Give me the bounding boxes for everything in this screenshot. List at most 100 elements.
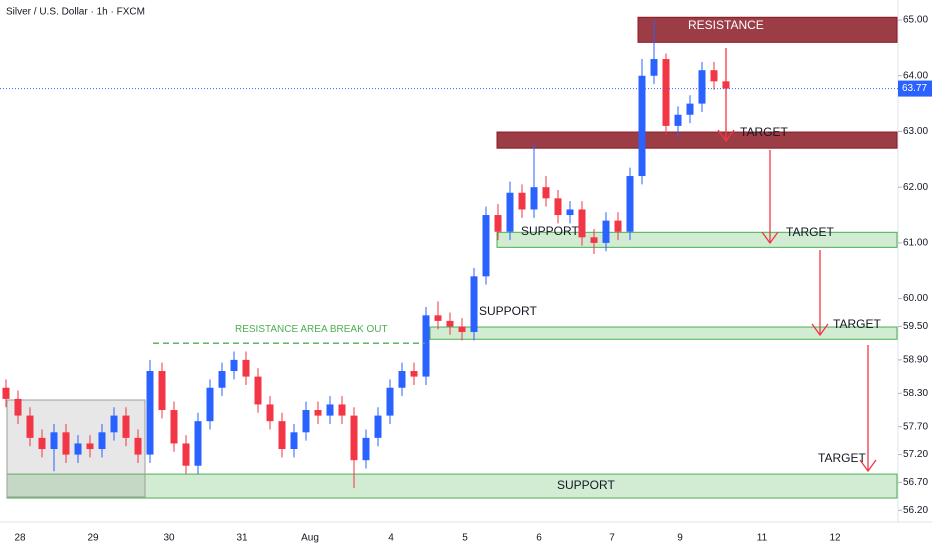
x-tick-label: 28 [14,533,26,544]
x-tick-label: 29 [87,533,99,544]
candle-body [2,387,10,399]
candle-body [602,220,610,243]
candle-body [638,75,646,177]
x-tick-label: 4 [388,533,394,544]
candle-body [650,59,658,76]
candle-body [62,432,70,455]
x-tick-label: Aug [301,533,319,544]
candle-body [86,443,94,450]
y-tick-label: 61.00 [903,238,928,249]
candle-body [122,415,130,438]
current-price-box [898,80,932,97]
candle-body [350,415,358,461]
candle-body [554,198,562,216]
candle-body [698,70,706,104]
breakout-label: RESISTANCE AREA BREAK OUT [235,324,388,335]
x-tick-label: 31 [236,533,248,544]
candle-body [146,371,154,455]
candle-body [710,70,718,82]
zone-label: SUPPORT [479,304,537,318]
candle-body [662,59,670,126]
candle-body [278,421,286,450]
target-arrows [717,48,877,473]
candle-body [14,398,22,416]
candle-body [542,187,550,199]
y-tick-label: 57.70 [903,421,928,432]
candle-body [302,410,310,433]
y-tick-label: 56.70 [903,477,928,488]
candle-body [398,371,406,388]
target-label: TARGET [740,125,788,139]
candle-body [470,276,478,333]
candle-body [362,437,370,461]
candle-body [434,315,442,321]
candle-body [26,415,34,438]
candle-body [374,415,382,438]
candle-body [242,359,250,377]
y-tick-label: 58.90 [903,355,928,366]
candle-body [326,404,334,416]
candle-body [266,404,274,422]
candle-body [410,371,418,377]
zone-label: SUPPORT [557,478,615,492]
y-tick-label: 62.00 [903,182,928,193]
target-label: TARGET [833,317,881,331]
candle-body [194,421,202,466]
target-label: TARGET [786,225,834,239]
x-tick-label: 11 [757,533,768,544]
candle-body [290,432,298,450]
candle-body [566,209,574,216]
candle-body [98,432,106,450]
zone [496,231,898,248]
candle-body [218,371,226,388]
candle-body [614,220,622,232]
candle-body [386,387,394,416]
candle-body [422,315,430,377]
candle-body [590,237,598,243]
y-tick-label: 63.00 [903,126,928,137]
candle-body [686,103,694,115]
candle-body [458,326,466,333]
y-tick-label: 57.20 [903,449,928,460]
candle-body [110,415,118,433]
candle-body [674,114,682,126]
x-tick-label: 30 [163,533,175,544]
candle-body [134,437,142,455]
candle-body [170,410,178,444]
candle-body [506,192,514,232]
candle-body [530,187,538,210]
x-tick-label: 7 [609,533,615,544]
candle-body [182,443,190,466]
zone [637,16,898,43]
candle-body [578,209,586,238]
chart-title: Silver / U.S. Dollar · 1h · FXCM [6,7,145,18]
x-tick-label: 5 [462,533,468,544]
candle-body [626,176,634,232]
candle-body [38,437,46,450]
y-tick-label: 59.50 [903,321,928,332]
candle-body [230,359,238,372]
target-label: TARGET [818,451,866,465]
x-tick-label: 12 [829,533,841,544]
candle-body [446,320,454,327]
candle-body [50,432,58,450]
candle-body [158,371,166,411]
candle-body [482,215,490,277]
candle-body [314,410,322,416]
candle-body [338,404,346,416]
zone [429,326,898,340]
y-tick-label: 64.00 [903,70,928,81]
candle-body [494,215,502,232]
candle-body [254,376,262,405]
y-tick-label: 56.20 [903,505,928,516]
zone-label: RESISTANCE [688,18,764,32]
candle-body [518,192,526,210]
y-tick-label: 60.00 [903,293,928,304]
candle-body [206,387,214,422]
zone [496,131,898,149]
zone-label: SUPPORT [521,224,579,238]
x-tick-label: 9 [677,533,683,544]
x-tick-label: 6 [536,533,542,544]
